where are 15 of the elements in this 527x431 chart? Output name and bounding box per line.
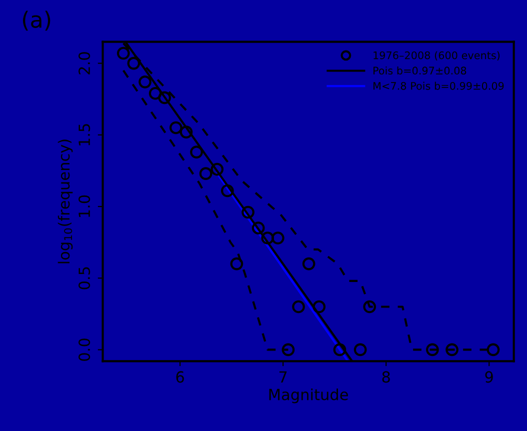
y-tick-label: 2.0 bbox=[78, 52, 90, 74]
y-tick-label: 0.5 bbox=[78, 267, 90, 290]
y-axis-title: log$_{10}$(frequency) bbox=[58, 140, 73, 264]
y-tick-label: 1.0 bbox=[78, 195, 90, 217]
text: (a) bbox=[22, 10, 50, 31]
x-tick-label: 9 bbox=[485, 371, 493, 383]
y-tick-label: 0.0 bbox=[78, 338, 90, 361]
legend-label: 1976–2008 (600 events) bbox=[374, 51, 500, 60]
x-tick-label: 7 bbox=[279, 371, 287, 383]
x-tick-label: 8 bbox=[382, 371, 390, 383]
x-axis-title: Magnitude bbox=[269, 388, 348, 404]
legend-label: M<7.8 Pois b=0.99±0.09 bbox=[374, 82, 504, 90]
x-tick-label: 6 bbox=[176, 371, 184, 383]
legend-label: Pois b=0.97±0.08 bbox=[374, 66, 466, 75]
y-tick-label: 1.5 bbox=[78, 124, 90, 146]
